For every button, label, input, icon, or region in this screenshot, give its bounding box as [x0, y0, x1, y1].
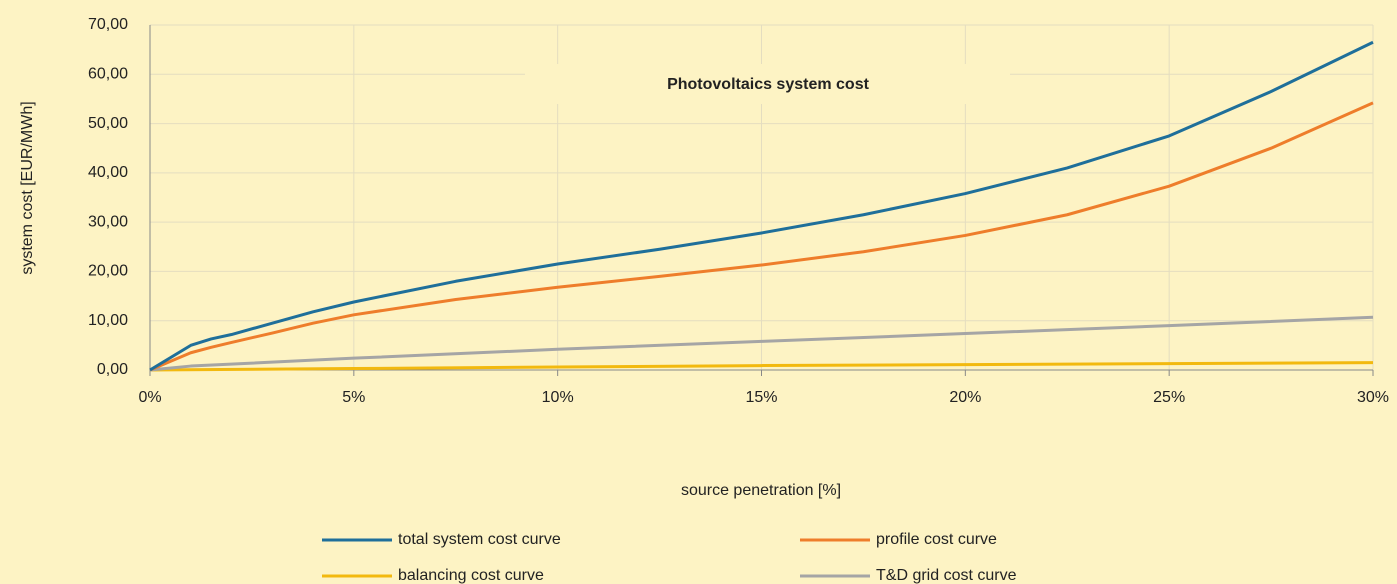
series-line — [149, 361, 1374, 372]
x-axis-label: source penetration [%] — [681, 482, 841, 499]
x-tick-label: 0% — [138, 389, 161, 406]
legend-label: balancing cost curve — [398, 567, 544, 584]
y-tick-label: 60,00 — [88, 66, 128, 83]
x-tick-label: 5% — [342, 389, 365, 406]
legend-label: profile cost curve — [876, 531, 997, 548]
y-axis-label: system cost [EUR/MWh] — [19, 101, 36, 274]
x-tick-label: 10% — [542, 389, 574, 406]
y-tick-label: 0,00 — [97, 361, 128, 378]
y-tick-label: 20,00 — [88, 263, 128, 280]
y-tick-label: 10,00 — [88, 312, 128, 329]
title-box — [525, 64, 1010, 104]
series-line — [149, 40, 1374, 372]
y-tick-label: 30,00 — [88, 213, 128, 230]
x-tick-label: 25% — [1153, 389, 1185, 406]
x-tick-label: 20% — [949, 389, 981, 406]
series-line — [149, 315, 1374, 372]
chart-title: Photovoltaics system cost — [667, 76, 870, 93]
y-tick-label: 70,00 — [88, 16, 128, 33]
x-tick-label: 15% — [745, 389, 777, 406]
x-tick-label: 30% — [1357, 389, 1389, 406]
y-tick-label: 40,00 — [88, 164, 128, 181]
y-tick-label: 50,00 — [88, 115, 128, 132]
legend-label: total system cost curve — [398, 531, 561, 548]
legend-label: T&D grid cost curve — [876, 567, 1017, 584]
series-line — [149, 101, 1374, 372]
